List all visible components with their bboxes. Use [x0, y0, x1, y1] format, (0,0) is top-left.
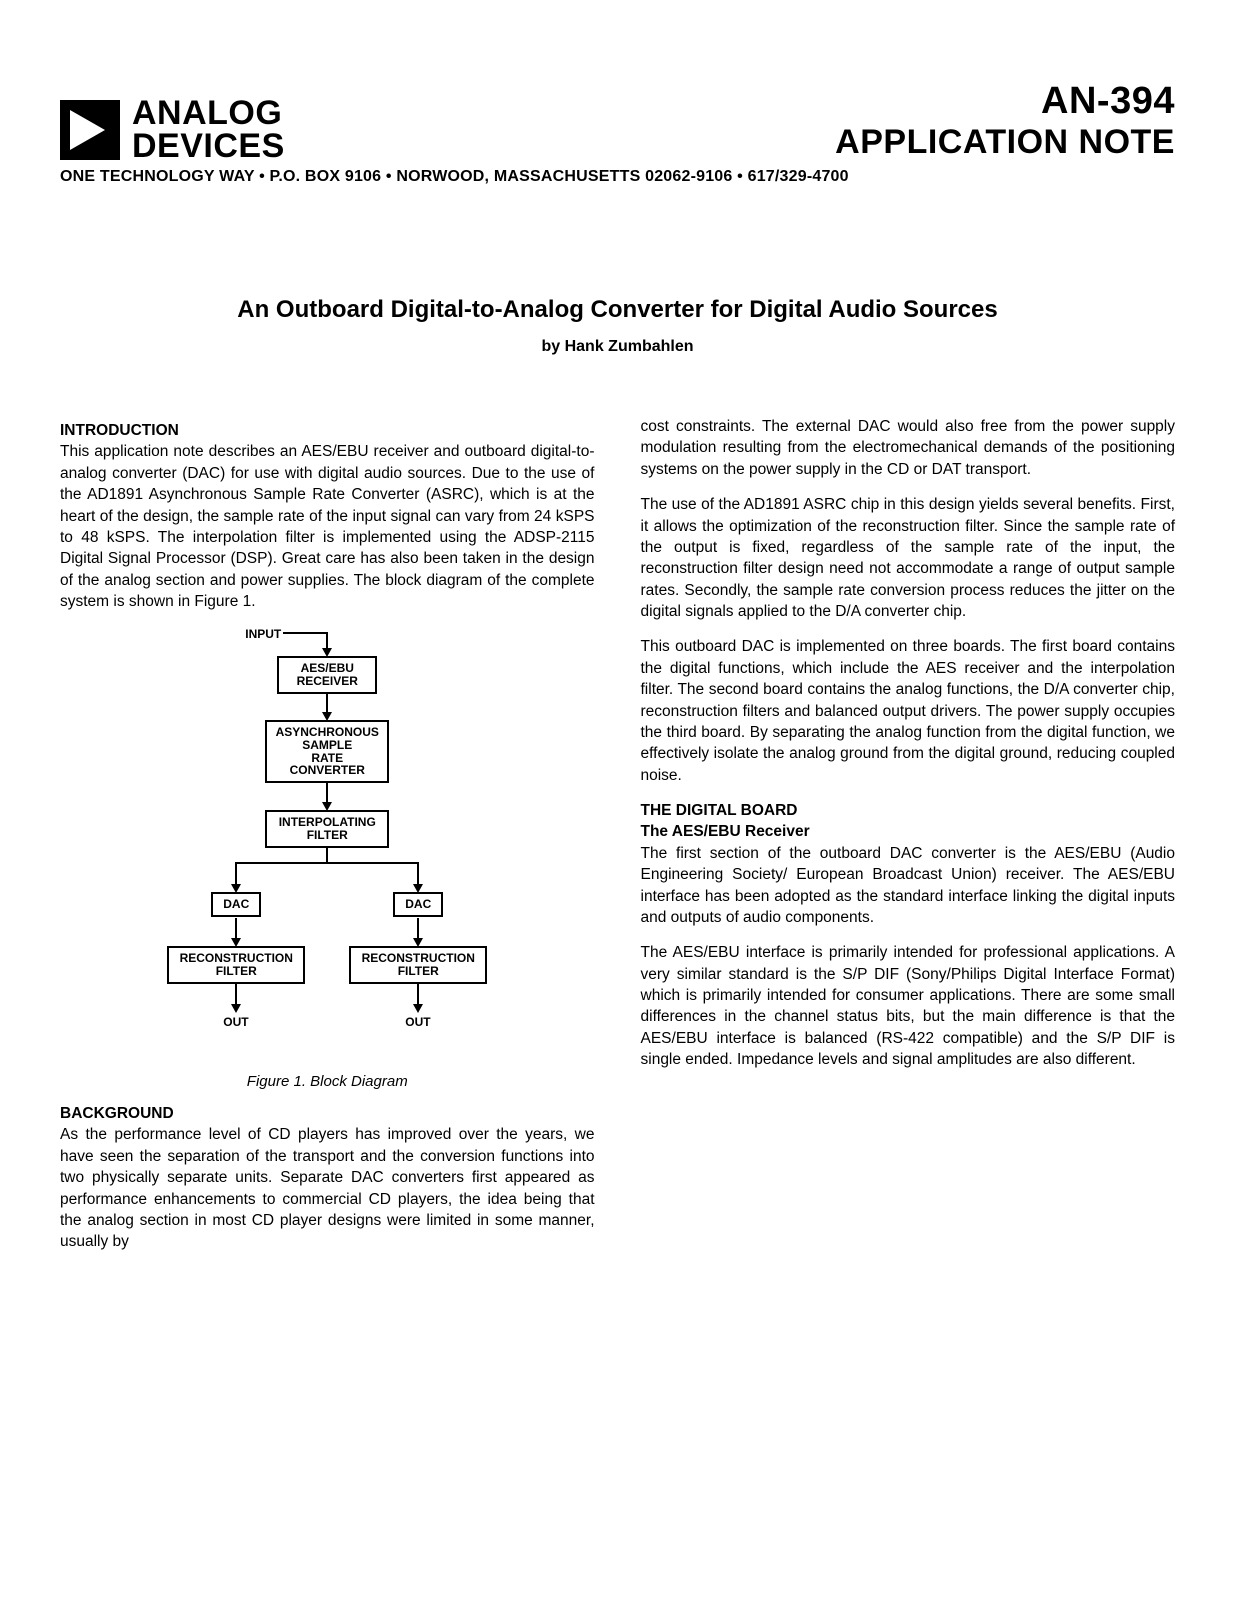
company-line-2: DEVICES — [132, 130, 285, 162]
diagram-box-recon-r: RECONSTRUCTION FILTER — [349, 946, 487, 983]
aes-ebu-subhead: The AES/EBU Receiver — [641, 821, 1176, 842]
diagram-split-r — [417, 862, 419, 884]
left-column: INTRODUCTION This application note descr… — [60, 416, 595, 1267]
byline: by Hank Zumbahlen — [60, 338, 1175, 356]
diagram-line-2 — [326, 692, 328, 712]
diagram-input-h — [283, 632, 327, 634]
diagram-out-l: OUT — [223, 1014, 248, 1031]
digital-p2: The AES/EBU interface is primarily inten… — [641, 942, 1176, 1070]
page-title: An Outboard Digital-to-Analog Converter … — [60, 296, 1175, 324]
diagram-arrow-6l — [231, 1004, 241, 1013]
diagram-box-recon-l: RECONSTRUCTION FILTER — [167, 946, 305, 983]
background-heading: BACKGROUND — [60, 1103, 595, 1124]
figure-1-caption: Figure 1. Block Diagram — [137, 1072, 517, 1093]
right-p3: This outboard DAC is implemented on thre… — [641, 636, 1176, 786]
right-column: cost constraints. The external DAC would… — [641, 416, 1176, 1267]
body-columns: INTRODUCTION This application note descr… — [60, 416, 1175, 1267]
diagram-box-asrc: ASYNCHRONOUS SAMPLE RATE CONVERTER — [265, 720, 389, 782]
diagram-box-dac-l: DAC — [211, 892, 261, 917]
digital-p1: The first section of the outboard DAC co… — [641, 843, 1176, 929]
diagram-input-line — [326, 632, 328, 648]
diagram-line-3 — [326, 782, 328, 802]
diagram-line-6r — [417, 984, 419, 1004]
diagram-line-5l — [235, 918, 237, 938]
header-row: ANALOG DEVICES AN-394 APPLICATION NOTE — [60, 80, 1175, 162]
figure-1-wrap: INPUT AES/EBU RECEIVER ASYNCHRONOUS SAMP… — [137, 626, 517, 1093]
diagram-input-label: INPUT — [245, 626, 281, 643]
diagram-out-r: OUT — [405, 1014, 430, 1031]
company-line-1: ANALOG — [132, 97, 285, 129]
diagram-box-interp: INTERPOLATING FILTER — [265, 810, 389, 847]
company-name: ANALOG DEVICES — [132, 97, 285, 162]
doc-id-block: AN-394 APPLICATION NOTE — [835, 80, 1175, 162]
diagram-split-l — [235, 862, 237, 884]
intro-body: This application note describes an AES/E… — [60, 441, 595, 612]
company-logo-icon — [60, 100, 120, 160]
diagram-line-5r — [417, 918, 419, 938]
diagram-box-dac-r: DAC — [393, 892, 443, 917]
background-body: As the performance level of CD players h… — [60, 1124, 595, 1252]
diagram-split-v — [326, 848, 328, 862]
digital-board-heading: THE DIGITAL BOARD — [641, 800, 1176, 821]
diagram-box-receiver: AES/EBU RECEIVER — [277, 656, 377, 693]
block-diagram: INPUT AES/EBU RECEIVER ASYNCHRONOUS SAMP… — [137, 626, 517, 1066]
diagram-arrow-6r — [413, 1004, 423, 1013]
diagram-line-6l — [235, 984, 237, 1004]
doc-type: APPLICATION NOTE — [835, 123, 1175, 162]
diagram-split-h — [235, 862, 419, 864]
right-p2: The use of the AD1891 ASRC chip in this … — [641, 494, 1176, 622]
logo-block: ANALOG DEVICES — [60, 97, 285, 162]
intro-heading: INTRODUCTION — [60, 420, 595, 441]
address-line: ONE TECHNOLOGY WAY • P.O. BOX 9106 • NOR… — [60, 168, 1175, 186]
right-p1: cost constraints. The external DAC would… — [641, 416, 1176, 480]
doc-id: AN-394 — [835, 80, 1175, 123]
